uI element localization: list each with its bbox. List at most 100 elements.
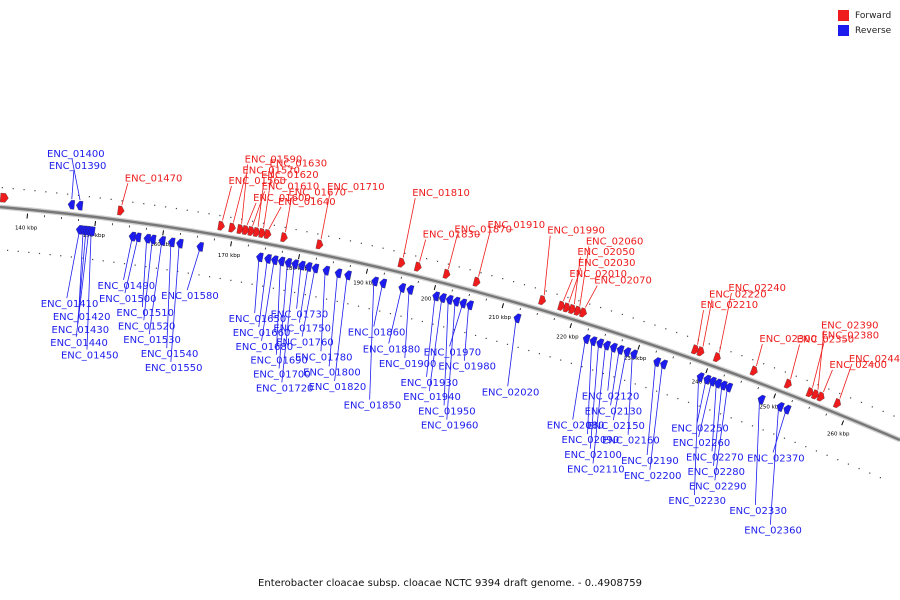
guide-dot-lower — [592, 369, 594, 371]
reverse-gene-label: ENC_01490 — [98, 281, 156, 292]
reverse-gene-feature — [623, 347, 632, 358]
reverse-gene-label: ENC_01450 — [61, 351, 119, 362]
scale-tick-label: 200 kbp — [421, 297, 444, 303]
reverse-gene-leader — [254, 261, 260, 314]
forward-gene-feature — [579, 307, 587, 318]
guide-dot-upper — [328, 235, 330, 237]
forward-gene-feature — [783, 378, 792, 389]
forward-gene-feature — [241, 225, 250, 235]
guide-dot-lower — [315, 296, 317, 298]
guide-dot-lower — [751, 425, 754, 427]
forward-gene-leader — [584, 285, 598, 308]
guide-dot-lower — [698, 405, 700, 407]
guide-dot-upper — [175, 207, 178, 210]
reverse-gene-leader — [143, 243, 153, 321]
guide-dot-upper — [513, 281, 515, 283]
reverse-gene-feature — [630, 349, 639, 360]
guide-dot-upper — [871, 406, 873, 408]
reverse-gene-label: ENC_02370 — [747, 453, 805, 464]
guide-dot-lower — [517, 346, 519, 349]
forward-gene-label: ENC_01600 — [253, 193, 311, 204]
forward-gene-feature — [811, 389, 820, 400]
guide-dot-lower — [230, 279, 232, 281]
reverse-gene-label: ENC_01960 — [421, 421, 479, 432]
forward-gene-leader — [839, 363, 853, 399]
reverse-gene-feature — [256, 252, 264, 263]
reverse-gene-label: ENC_01820 — [309, 382, 367, 393]
guide-dot-upper — [491, 275, 493, 277]
guide-dot-upper — [339, 237, 341, 240]
forward-gene-label: ENC_02300 — [759, 334, 817, 345]
guide-dot-upper — [676, 331, 678, 334]
scale-tick-label: 170 kbp — [218, 253, 241, 259]
forward-gene-leader — [755, 343, 763, 367]
reverse-gene-label: ENC_01500 — [99, 294, 157, 305]
forward-gene-leader — [448, 234, 458, 269]
forward-gene-label: ENC_01870 — [454, 224, 512, 235]
reverse-gene-leader — [463, 309, 469, 361]
forward-gene-leader — [402, 198, 416, 258]
guide-dot-lower — [49, 253, 51, 256]
guide-dot-upper — [458, 266, 460, 268]
reverse-gene-label: ENC_01440 — [50, 338, 108, 349]
reverse-gene-leader — [75, 235, 89, 337]
forward-gene-feature — [472, 276, 481, 287]
forward-gene-leader — [823, 369, 833, 393]
reverse-gene-leader — [443, 303, 449, 406]
reverse-gene-feature — [277, 256, 286, 267]
forward-gene-leader — [419, 239, 427, 262]
guide-dot-lower — [549, 356, 551, 358]
guide-dot-upper — [404, 252, 406, 254]
guide-dot-upper — [534, 287, 536, 289]
guide-dot-lower — [730, 417, 732, 419]
guide-dot-upper — [415, 255, 417, 257]
reverse-gene-leader — [772, 413, 786, 453]
forward-gene-label: ENC_01710 — [327, 182, 385, 193]
reverse-gene-label: ENC_02150 — [587, 421, 645, 432]
guide-dot-lower — [645, 386, 647, 389]
guide-dot-upper — [839, 392, 841, 395]
legend-label-reverse: Reverse — [855, 25, 892, 36]
guide-dot-upper — [1, 187, 3, 189]
forward-gene-label: ENC_02240 — [728, 283, 786, 294]
guide-dot-lower — [421, 320, 423, 323]
reverse-gene-label: ENC_01950 — [418, 406, 476, 417]
forward-gene-leader — [812, 340, 825, 388]
reverse-gene-leader — [587, 345, 592, 435]
guide-dot-upper — [860, 401, 863, 403]
reverse-gene-feature — [379, 278, 388, 289]
scale-tick-label: 260 kbp — [827, 432, 850, 438]
reverse-gene-feature — [134, 232, 142, 243]
reverse-gene-label: ENC_01680 — [236, 342, 294, 353]
reverse-gene-feature — [452, 296, 461, 307]
reverse-gene-leader — [71, 158, 81, 201]
reverse-gene-label: ENC_02330 — [729, 506, 787, 517]
guide-dot-upper — [121, 200, 123, 202]
guide-dot-upper — [317, 233, 319, 235]
reverse-gene-leader — [261, 264, 274, 341]
reverse-gene-feature — [708, 376, 717, 387]
reverse-gene-label: ENC_01930 — [401, 378, 459, 389]
reverse-gene-feature — [406, 285, 415, 295]
legend: Forward Reverse — [838, 8, 891, 38]
guide-dot-upper — [621, 313, 623, 316]
guide-dot-upper — [99, 197, 101, 199]
reverse-gene-leader — [607, 351, 613, 391]
forward-gene-label: ENC_02220 — [709, 290, 767, 301]
guide-dot-upper — [251, 220, 254, 222]
guide-dot-upper — [632, 317, 634, 319]
reverse-gene-label: ENC_01760 — [276, 338, 334, 349]
scale-minor-tick — [655, 350, 657, 353]
forward-gene-leader — [285, 197, 292, 233]
reverse-gene-feature — [660, 359, 669, 370]
guide-dot-lower — [858, 467, 860, 470]
guide-dot-upper — [686, 335, 689, 337]
scale-minor-tick — [587, 328, 589, 331]
guide-dot-upper — [730, 351, 732, 353]
reverse-gene-label: ENC_02250 — [671, 423, 729, 434]
forward-gene-feature — [573, 305, 582, 316]
guide-dot-upper — [273, 224, 275, 226]
reverse-gene-label: ENC_02270 — [686, 452, 744, 463]
guide-dot-lower — [187, 272, 189, 274]
forward-gene-leader — [263, 168, 273, 228]
